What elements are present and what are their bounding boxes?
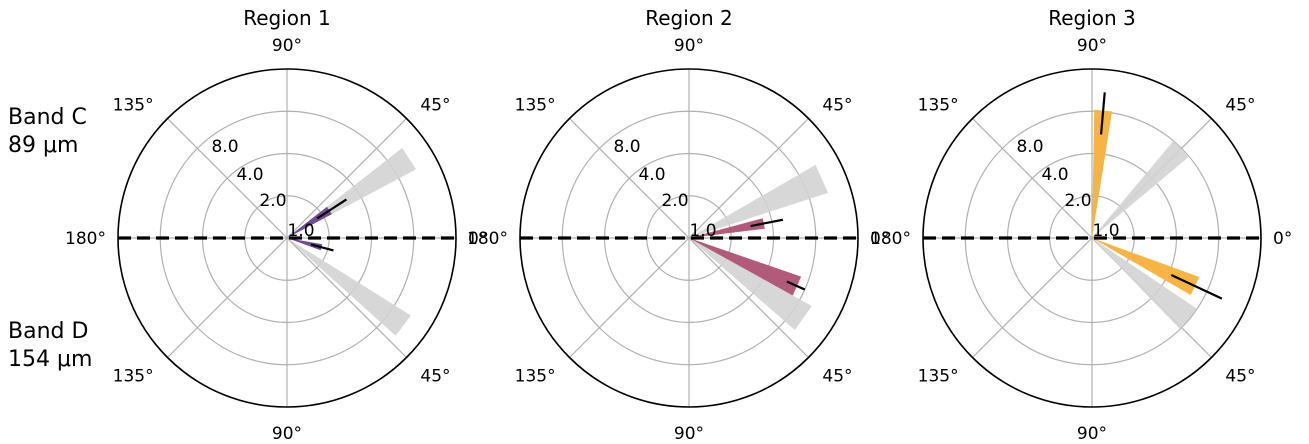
region-1-radial-tick-2: 4.0 <box>236 165 263 185</box>
region-1-radial-tick-0: 1.0 <box>287 221 314 241</box>
region-2-radial-tick-3: 8.0 <box>613 137 640 157</box>
region-1-angle-label-lower-right: 45° <box>420 366 450 386</box>
region-1-title: Region 1 <box>243 6 331 30</box>
region-2-angle-label-upper-right: 45° <box>822 96 852 116</box>
region-1-angle-label-upper-left: 135° <box>113 96 154 116</box>
region-2-title: Region 2 <box>645 6 733 30</box>
region-2-angle-label-lower-right: 45° <box>822 366 852 386</box>
region-2-grid-spoke-45 <box>688 118 809 239</box>
region-3-angle-label-upper-right: 45° <box>1225 96 1255 116</box>
band-d-label: Band D 154 μm <box>8 318 92 374</box>
region-3-band_c-bar <box>1092 109 1113 238</box>
region-3-band_d-reference-wedge <box>1092 238 1198 330</box>
band-d-name: Band D <box>8 319 89 344</box>
region-2-band_d-bar <box>689 238 802 296</box>
region-3-angle-label-top: 90° <box>1077 36 1107 56</box>
region-2-angle-label-right: 0° <box>870 229 889 249</box>
region-3-radial-tick-3: 8.0 <box>1016 137 1043 157</box>
region-2-band_c-error-bar <box>750 218 784 228</box>
region-2-angle-label-top: 90° <box>674 36 704 56</box>
region-1-angle-label-top: 90° <box>272 36 302 56</box>
region-1-band_c-error-bar <box>316 198 348 220</box>
region-3-angle-label-upper-left: 135° <box>918 96 959 116</box>
region-1-angle-label-upper-right: 45° <box>420 96 450 116</box>
region-1-radial-tick-3: 8.0 <box>211 137 238 157</box>
region-3-band_c-reference-wedge <box>1092 140 1190 238</box>
region-1-band_d-bar <box>287 238 323 251</box>
region-2-angle-label-lower-left: 135° <box>515 366 556 386</box>
region-1-band_c-bar <box>287 206 332 238</box>
region-3-angle-label-lower-left: 135° <box>918 366 959 386</box>
region-2-radial-tick-0: 1.0 <box>689 221 716 241</box>
band-d-wavelength: 154 μm <box>8 347 93 372</box>
band-c-wavelength: 89 μm <box>8 133 79 158</box>
region-2-grid-spoke-315 <box>688 237 809 358</box>
region-2-grid-spoke-225 <box>569 237 690 358</box>
region-3-angle-label-left: 180° <box>870 229 911 249</box>
region-3-angle-label-bottom: 90° <box>1077 424 1107 444</box>
region-3-grid-spoke-135 <box>972 118 1093 239</box>
region-3-angle-label-lower-right: 45° <box>1225 366 1255 386</box>
region-3-radial-tick-2: 4.0 <box>1041 165 1068 185</box>
band-c-label: Band C 89 μm <box>8 104 87 160</box>
region-2-radial-tick-2: 4.0 <box>638 165 665 185</box>
region-1-angle-label-left: 180° <box>65 229 106 249</box>
region-2-band_c-bar <box>689 218 765 238</box>
region-2-angle-label-left: 180° <box>467 229 508 249</box>
region-3-band_d-error-bar <box>1170 273 1223 300</box>
region-1-grid-spoke-45 <box>286 118 407 239</box>
region-3-title: Region 3 <box>1048 6 1136 30</box>
region-3-radial-tick-1: 2.0 <box>1064 191 1091 211</box>
region-2-angle-label-upper-left: 135° <box>515 96 556 116</box>
region-1-grid-spoke-315 <box>286 237 407 358</box>
region-1-band_d-error-bar <box>310 243 334 252</box>
region-3-band_c-error-bar <box>1099 92 1106 135</box>
region-2-band_d-reference-wedge <box>689 238 812 331</box>
region-3-band_d-bar <box>1092 238 1200 296</box>
region-2-angle-label-bottom: 90° <box>674 424 704 444</box>
region-3-angle-label-right: 0° <box>1273 229 1292 249</box>
region-2-band_d-error-bar <box>786 280 806 291</box>
region-1-grid-spoke-225 <box>167 237 288 358</box>
region-3-grid-spoke-225 <box>972 237 1093 358</box>
region-1-angle-label-bottom: 90° <box>272 424 302 444</box>
region-2-band_c-reference-wedge <box>689 164 829 238</box>
region-1-radial-tick-1: 2.0 <box>259 191 286 211</box>
region-1-angle-label-lower-left: 135° <box>113 366 154 386</box>
region-2-radial-tick-1: 2.0 <box>661 191 688 211</box>
region-3-radial-tick-0: 1.0 <box>1092 221 1119 241</box>
region-2-grid-spoke-135 <box>569 118 690 239</box>
band-c-name: Band C <box>8 105 87 130</box>
region-1-band_d-reference-wedge <box>287 238 411 336</box>
region-1-angle-label-right: 0° <box>468 229 487 249</box>
region-1-grid-spoke-135 <box>167 118 288 239</box>
